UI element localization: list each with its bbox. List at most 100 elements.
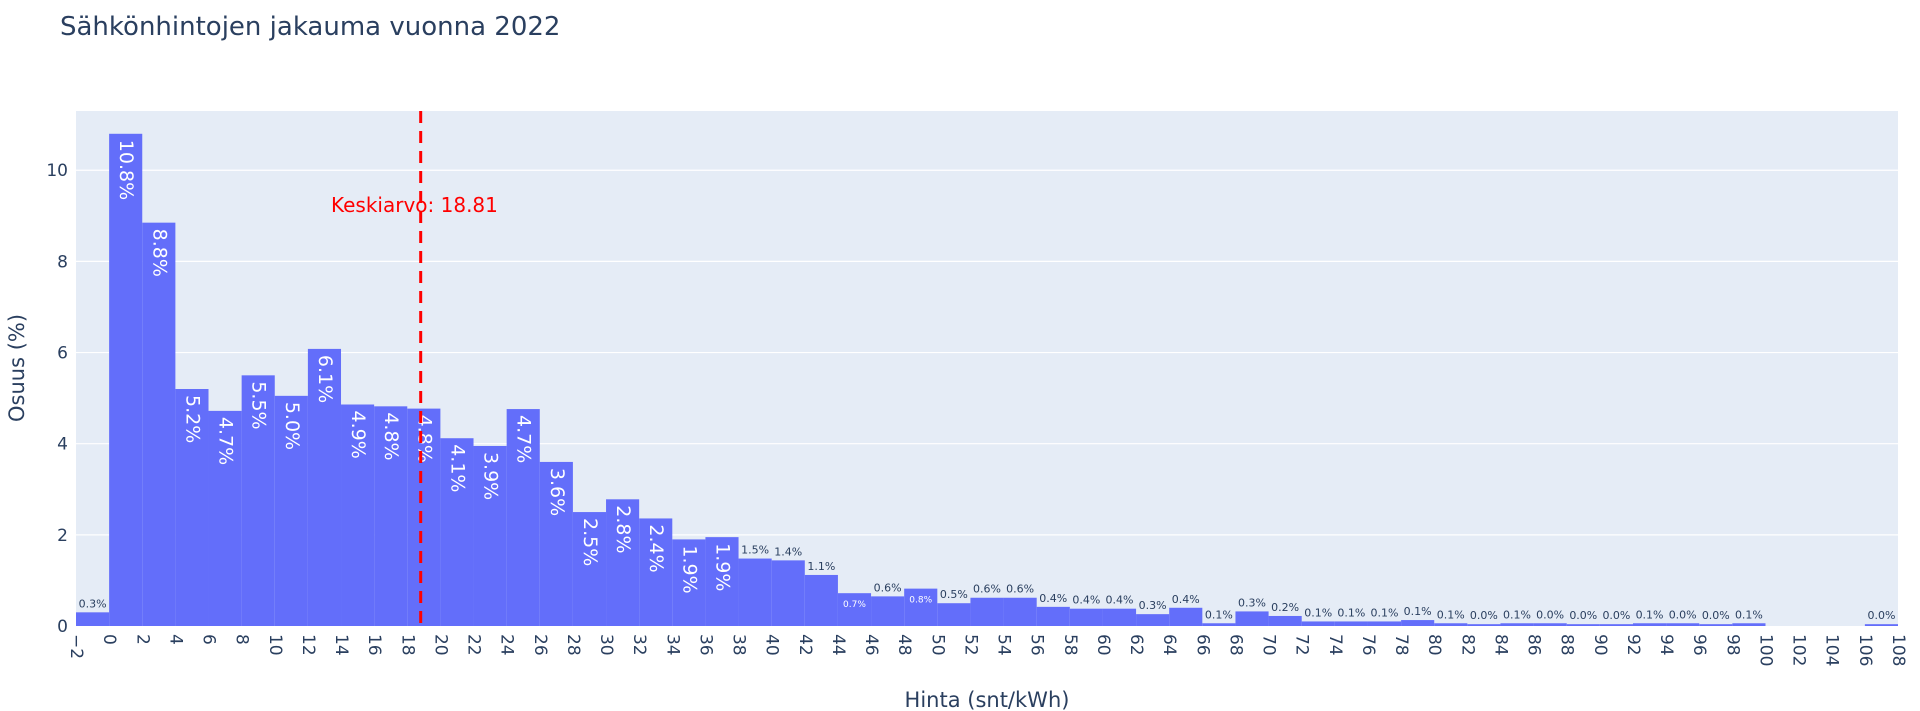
x-tick-label: 2 [132,634,152,645]
bar [904,588,938,626]
x-tick-label: 42 [795,634,815,656]
bar [1367,621,1402,626]
bar-value-label: 0.4% [1072,594,1100,607]
bar [1334,621,1368,626]
bar [837,593,872,626]
x-tick-label: 6 [199,634,219,645]
bar [1301,621,1335,626]
bar [241,375,275,626]
bar-value-label: 4.9% [347,411,369,459]
bar [1003,597,1037,626]
bar-value-label: 4.7% [513,415,535,463]
bar [307,348,342,626]
bar-value-label: 1.4% [774,545,802,558]
bar [341,404,375,626]
bar-value-label: 2.4% [645,524,667,572]
bar [1169,607,1203,626]
bar [1036,606,1070,626]
y-tick-label: 10 [46,161,68,181]
bar [76,612,110,626]
x-tick-label: 52 [960,634,980,656]
x-tick-label: 102 [1789,634,1809,666]
x-tick-label: 28 [563,634,583,656]
bar-value-label: 4.8% [413,415,435,463]
bar-value-label: 0.3% [79,597,107,610]
bars [76,133,1898,627]
bar-value-label: 0.2% [1271,601,1299,614]
bar [1864,624,1898,626]
bar [1069,608,1103,626]
x-tick-label: 20 [430,634,450,656]
bar-value-label: 4.8% [380,412,402,460]
bar [672,539,706,626]
x-axis: −2 0 2 4 6 8 10 12 14 16 18 20 22 24 26 28 30 32 34 36 38 40 4… [66,634,1908,666]
y-tick-label: 0 [57,617,68,637]
bar-value-label: 0.1% [1636,608,1664,621]
x-tick-label: 14 [331,634,351,656]
bar [473,445,507,626]
x-tick-label: 8 [232,634,252,645]
bar [142,222,176,626]
mean-marker: Keskiarvo: 18.81 [331,111,498,626]
bar-value-label: 2.8% [612,505,634,553]
bar-value-label: 0.1% [1337,606,1365,619]
bar-value-label: 0.1% [1304,606,1332,619]
x-tick-label: 96 [1689,634,1709,656]
x-tick-label: 78 [1391,634,1411,656]
bar-value-label: 8.8% [148,229,170,277]
bar-value-label: 0.0% [1702,609,1730,622]
bar [1235,611,1269,626]
y-tick-label: 8 [57,252,68,272]
bar-labels: 0.3% 10.8% 8.8% 5.2% 4.7% 5.5% 5.0% 6.1% 4.9% 4.8… [79,140,1896,622]
x-tick-label: 74 [1325,634,1345,656]
bar-value-label: 4.1% [446,444,468,492]
bar [1699,624,1733,626]
bar [1732,623,1766,626]
bar-value-label: 5.5% [248,381,270,429]
bar-value-label: 10.8% [115,140,137,200]
x-tick-label: 0 [99,634,119,645]
x-tick-label: 22 [464,634,484,656]
x-tick-label: 80 [1424,634,1444,656]
bar [208,410,242,626]
bar-value-label: 3.9% [480,452,502,500]
bar [506,409,540,626]
x-tick-label: 84 [1490,634,1510,656]
x-tick-label: 30 [596,634,616,656]
x-tick-label: 108 [1888,634,1908,666]
x-tick-label: 92 [1623,634,1643,656]
bar-value-label: 0.6% [1006,583,1034,596]
bar-value-label: 0.0% [1536,608,1564,621]
bar-value-label: 0.6% [973,583,1001,596]
bar-value-label: 0.5% [940,588,968,601]
bar [1566,624,1600,626]
x-tick-label: 70 [1259,634,1279,656]
bar-value-label: 0.1% [1205,608,1233,621]
x-tick-label: 62 [1126,634,1146,656]
bar-value-label: 0.0% [1569,609,1597,622]
bar-value-label: 1.9% [678,545,700,593]
bar [1467,624,1501,626]
x-tick-label: 26 [530,634,550,656]
bar-value-label: 5.0% [281,402,303,450]
x-tick-label: 50 [927,634,947,656]
bar [738,558,772,626]
bar-value-label: 0.7% [843,600,866,610]
y-axis: 0 2 4 6 8 10 [46,161,68,637]
bar [1136,614,1170,626]
bar-value-label: 0.8% [909,596,932,606]
x-tick-label: 98 [1722,634,1742,656]
x-tick-label: 82 [1457,634,1477,656]
bar [771,560,805,626]
bar [1434,623,1468,626]
bar-value-label: 1.5% [741,544,769,557]
x-tick-label: 104 [1822,634,1842,666]
bar-value-label: 0.0% [1470,609,1498,622]
x-tick-label: 10 [265,634,285,656]
bar-value-label: 0.6% [874,581,902,594]
bar-value-label: 0.1% [1437,608,1465,621]
bar [639,518,673,626]
x-tick-label: 54 [994,634,1014,656]
x-tick-label: 32 [629,634,649,656]
